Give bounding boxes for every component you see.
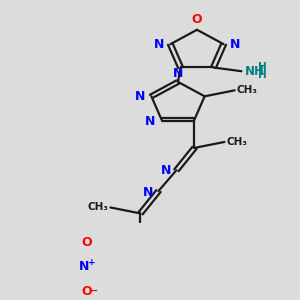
Text: +: + — [88, 258, 95, 267]
Text: N: N — [230, 38, 240, 51]
Text: N: N — [135, 90, 146, 103]
Text: N: N — [154, 38, 164, 51]
Text: N: N — [145, 115, 155, 128]
Text: O: O — [81, 236, 92, 249]
Text: O: O — [192, 13, 202, 26]
Text: CH₃: CH₃ — [226, 137, 248, 147]
Text: N: N — [143, 186, 154, 199]
Text: NH: NH — [244, 65, 264, 78]
Text: CH₃: CH₃ — [88, 202, 109, 212]
Text: H: H — [259, 70, 267, 80]
Text: O: O — [81, 285, 92, 298]
Text: −: − — [89, 286, 98, 296]
Text: H: H — [259, 62, 267, 73]
Text: CH₃: CH₃ — [237, 85, 258, 95]
Text: N: N — [161, 164, 172, 177]
Text: N: N — [173, 67, 183, 80]
Text: N: N — [79, 260, 90, 273]
